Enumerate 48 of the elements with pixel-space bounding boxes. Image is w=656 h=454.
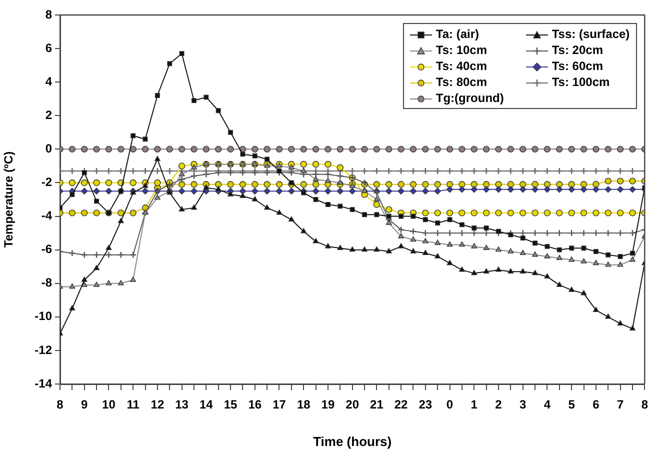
legend-label: Ts: 40cm [436, 59, 488, 73]
x-tick-label: 17 [272, 398, 286, 412]
x-tick-label: 21 [370, 398, 384, 412]
x-tick-label: 5 [568, 398, 576, 412]
x-tick-label: 10 [102, 398, 116, 412]
y-tick-label: 8 [45, 7, 52, 22]
legend-label: Ta: (air) [436, 27, 480, 41]
x-tick-label: 4 [544, 398, 551, 412]
x-tick-label: 8 [641, 398, 648, 412]
x-tick-label: 18 [296, 398, 311, 412]
x-tick-label: 20 [346, 398, 360, 412]
x-tick-label: 7 [616, 398, 624, 412]
legend-label: Tss: (surface) [552, 27, 630, 41]
x-tick-label: 23 [418, 398, 432, 412]
y-tick-label: -6 [41, 242, 52, 256]
legend-label: Tg:(ground) [436, 91, 504, 105]
legend-label: Ts: 20cm [552, 43, 603, 57]
legend-label: Ts: 100cm [552, 75, 610, 89]
y-tick-label: 6 [45, 40, 52, 55]
legend-label: Ts: 60cm [552, 59, 603, 73]
y-tick-label: -12 [34, 342, 52, 357]
x-tick-label: 3 [520, 398, 527, 412]
y-tick-label: -8 [41, 276, 52, 290]
x-tick-label: 2 [495, 398, 502, 412]
y-axis-title: Temperature (ºC) [2, 151, 16, 248]
x-tick-label: 1 [470, 398, 478, 412]
y-tick-label: -10 [34, 309, 52, 324]
x-tick-label: 13 [175, 398, 189, 412]
y-tick-label: 4 [45, 74, 52, 88]
x-tick-label: 0 [446, 398, 454, 412]
y-tick-label: -4 [41, 208, 52, 223]
x-tick-label: 22 [394, 398, 408, 412]
x-tick-label: 12 [150, 398, 164, 412]
y-tick-label: -14 [34, 376, 52, 390]
y-tick-label: 2 [45, 108, 52, 122]
x-tick-label: 11 [126, 398, 140, 412]
y-tick-label: -2 [41, 175, 52, 190]
legend-label: Ts: 80cm [436, 75, 488, 89]
x-tick-label: 6 [592, 398, 600, 412]
y-tick-label: 0 [45, 141, 52, 156]
x-tick-label: 14 [199, 398, 214, 412]
legend-label: Ts: 10cm [436, 43, 488, 57]
x-tick-label: 8 [56, 398, 64, 412]
x-tick-label: 19 [321, 398, 335, 412]
x-tick-label: 9 [81, 398, 88, 412]
x-axis-title: Time (hours) [313, 434, 392, 449]
x-tick-label: 16 [248, 398, 262, 412]
x-tick-label: 15 [224, 398, 238, 412]
